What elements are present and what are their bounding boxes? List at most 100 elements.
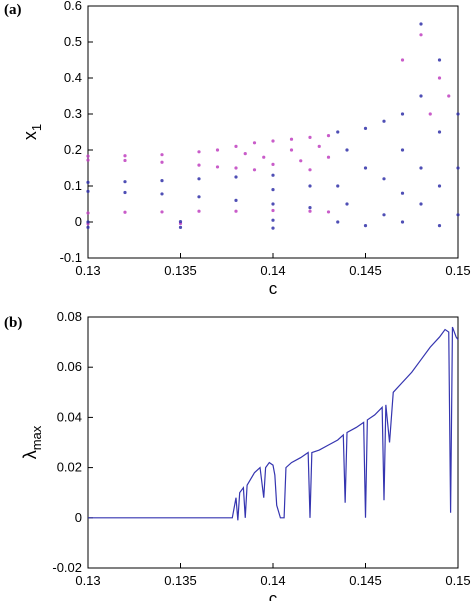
plot-frame	[87, 316, 459, 569]
y-axis-label: λmax	[20, 425, 44, 459]
point	[271, 226, 275, 230]
point	[345, 202, 349, 206]
point	[160, 192, 164, 196]
y-axis-label-base: λ	[20, 450, 40, 459]
y-tick-label: 0.5	[64, 34, 82, 49]
point	[437, 76, 442, 80]
point	[382, 177, 386, 181]
point	[123, 158, 127, 163]
y-tick-label: 0.08	[57, 309, 82, 324]
y-tick-label: -0.1	[60, 250, 82, 265]
y-tick-label: 0.1	[64, 178, 82, 193]
y-tick-label: 0	[75, 214, 82, 229]
panel: (b) 0.13 0.135 0.14 0.145 0.15 -0.02 0 0.02 0.04 0…	[4, 309, 471, 606]
point	[456, 213, 460, 217]
point	[336, 220, 340, 224]
point	[252, 168, 257, 172]
point	[86, 154, 90, 158]
y-axis-label-sub: max	[29, 425, 44, 450]
point	[234, 175, 238, 179]
x-tick-label: 0.13	[75, 573, 100, 588]
point	[271, 139, 275, 143]
point	[382, 213, 386, 217]
y-tick-label: -0.02	[52, 560, 82, 575]
point	[215, 165, 220, 169]
point	[160, 153, 164, 157]
point	[437, 184, 442, 188]
point	[363, 166, 368, 170]
y-tick-label: 0.02	[57, 460, 82, 475]
point	[160, 160, 164, 164]
point	[308, 135, 312, 139]
point	[419, 94, 423, 98]
point	[419, 202, 423, 206]
point	[308, 184, 312, 188]
point	[308, 206, 312, 210]
point	[86, 158, 90, 162]
point	[252, 141, 257, 145]
point	[86, 211, 90, 215]
point	[271, 202, 275, 206]
x-axis-label: c	[269, 279, 278, 298]
point	[215, 148, 220, 152]
point	[197, 163, 201, 167]
point	[243, 152, 247, 156]
point	[437, 224, 442, 228]
point	[197, 209, 201, 213]
y-tick-label: 0.3	[64, 106, 82, 121]
point	[400, 58, 405, 62]
point	[299, 159, 303, 163]
point	[86, 220, 90, 224]
point	[197, 195, 201, 199]
point	[419, 22, 423, 26]
point	[400, 112, 405, 116]
point	[271, 162, 275, 166]
point	[123, 154, 127, 158]
point	[308, 168, 312, 172]
point	[456, 112, 460, 116]
point	[234, 166, 238, 170]
point	[178, 220, 183, 224]
point	[326, 155, 331, 159]
y-axis-label: x1	[20, 124, 44, 140]
point	[326, 210, 331, 214]
point	[437, 130, 442, 134]
point	[160, 179, 164, 183]
point	[197, 150, 201, 154]
point	[419, 33, 423, 37]
point	[437, 58, 442, 62]
y-axis-label-base: x	[20, 131, 40, 140]
panel-label: (b)	[4, 315, 22, 331]
data-line	[88, 326, 459, 521]
y-tick-label: 0.4	[64, 70, 82, 85]
point	[123, 180, 127, 184]
point	[271, 218, 275, 222]
point	[363, 126, 368, 130]
point	[326, 134, 331, 138]
x-tick-label: 0.14	[260, 263, 285, 278]
x-tick-label: 0.145	[349, 573, 382, 588]
y-tick-label: 0.2	[64, 142, 82, 157]
point	[317, 144, 321, 148]
point	[336, 184, 340, 188]
point	[86, 189, 90, 193]
x-tick-label: 0.15	[445, 263, 470, 278]
point	[400, 191, 405, 195]
point	[123, 190, 127, 195]
point	[363, 224, 368, 228]
x-tick-label: 0.13	[75, 263, 100, 278]
point	[400, 148, 405, 152]
x-tick-label: 0.135	[164, 263, 197, 278]
point	[86, 180, 90, 184]
point	[234, 209, 238, 213]
x-tick-label: 0.135	[164, 573, 197, 588]
x-tick-label: 0.145	[349, 263, 382, 278]
point	[289, 137, 294, 141]
point	[400, 220, 405, 224]
y-tick-label: 0.06	[57, 359, 82, 374]
x-tick-label: 0.14	[260, 573, 285, 588]
point	[262, 155, 266, 159]
point	[178, 225, 183, 229]
point	[271, 173, 275, 177]
